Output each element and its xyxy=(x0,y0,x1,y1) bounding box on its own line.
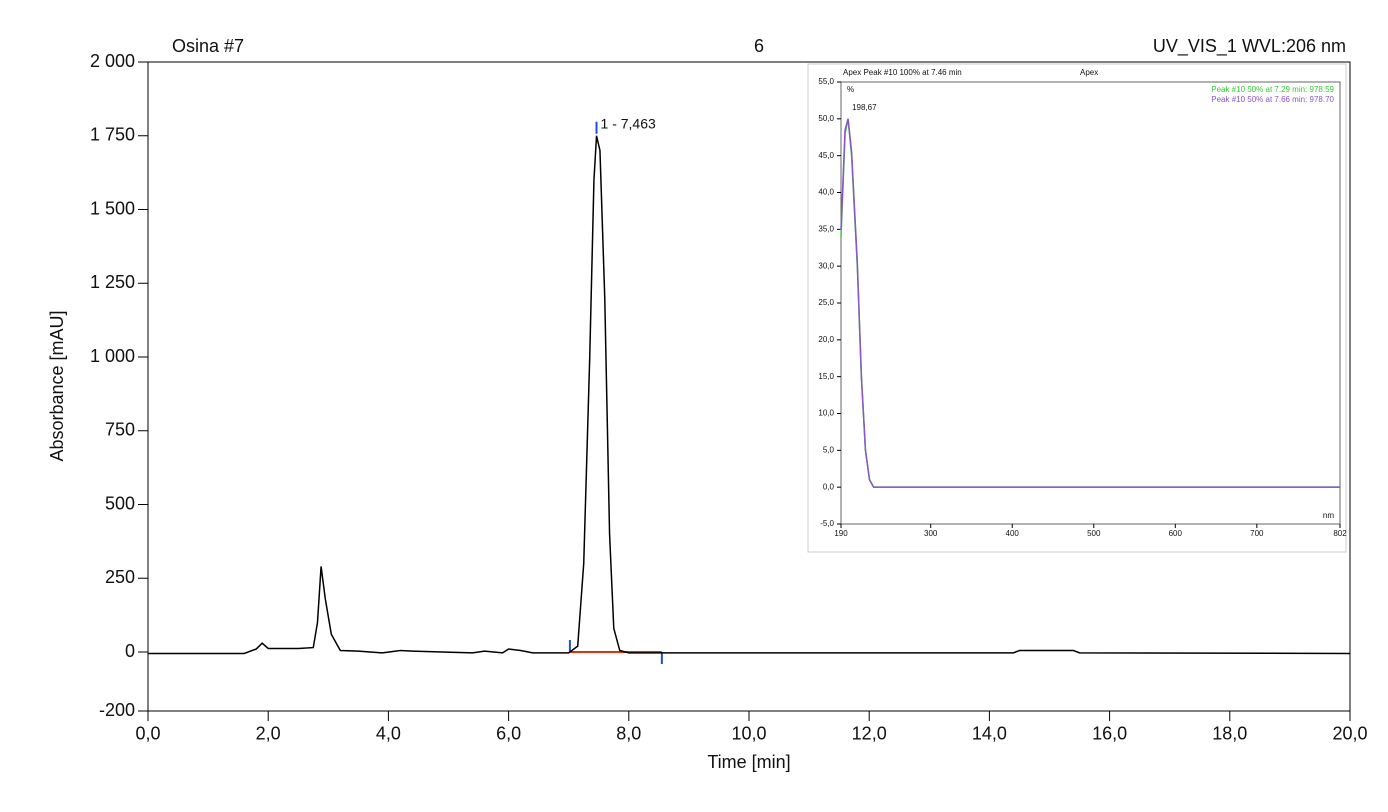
y-tick-label: 250 xyxy=(105,567,135,587)
y-tick-label: 50,0 xyxy=(818,114,834,123)
chart-title: 6 xyxy=(754,36,764,56)
y-tick-label: 500 xyxy=(105,493,135,513)
chart-title-right: UV_VIS_1 WVL:206 nm xyxy=(1153,36,1346,57)
y-tick-label: 750 xyxy=(105,420,135,440)
y-tick-label: 1 250 xyxy=(90,272,135,292)
main-chart: -200 0 250 500 750 1 000 1 250 1 500 1 750 2 000 0… xyxy=(47,36,1368,772)
x-tick-label: 190 xyxy=(834,529,848,538)
x-tick-label: 0,0 xyxy=(135,723,160,743)
y-axis-label: % xyxy=(847,85,854,94)
x-tick-label: 8,0 xyxy=(616,723,641,743)
y-tick-label: 55,0 xyxy=(818,77,834,86)
y-tick-label: -200 xyxy=(99,700,135,720)
legend-entry: Peak #10 50% at 7.66 min: 978.70 xyxy=(1211,95,1334,104)
y-tick-label: 10,0 xyxy=(818,409,834,418)
x-tick-label: 400 xyxy=(1006,529,1020,538)
y-tick-label: 0,0 xyxy=(823,482,835,491)
trace xyxy=(148,135,1351,655)
legend-entry: Peak #10 50% at 7.29 min: 978.59 xyxy=(1211,85,1334,94)
y-tick-label: -5,0 xyxy=(820,519,834,528)
y-tick-label: 2 000 xyxy=(90,51,135,71)
x-tick-label: 2,0 xyxy=(256,723,281,743)
y-tick-label: 30,0 xyxy=(818,261,834,270)
y-axis-label: Absorbance [mAU] xyxy=(47,310,67,461)
y-tick-label: 15,0 xyxy=(818,372,834,381)
y-tick-label: 1 500 xyxy=(90,198,135,218)
x-tick-label: 14,0 xyxy=(972,723,1007,743)
x-tick-label: 500 xyxy=(1087,529,1101,538)
x-tick-label: 600 xyxy=(1169,529,1183,538)
y-tick-label: 25,0 xyxy=(818,298,834,307)
x-tick-label: 16,0 xyxy=(1092,723,1127,743)
x-tick-label: 6,0 xyxy=(496,723,521,743)
x-axis-label: nm xyxy=(1323,511,1334,520)
y-tick-label: 35,0 xyxy=(818,224,834,233)
x-tick-label: 700 xyxy=(1250,529,1264,538)
inset-frame xyxy=(807,63,1347,553)
y-tick-label: 45,0 xyxy=(818,151,834,160)
x-tick-label: 4,0 xyxy=(376,723,401,743)
x-tick-label: 12,0 xyxy=(852,723,887,743)
peak-label: 1 - 7,463 xyxy=(601,115,656,131)
x-axis-label: Time [min] xyxy=(707,752,790,772)
y-tick-label: 0 xyxy=(125,641,135,661)
trace xyxy=(840,118,1340,488)
x-tick-label: 20,0 xyxy=(1332,723,1367,743)
x-tick-label: 10,0 xyxy=(731,723,766,743)
peak-label: 198,67 xyxy=(852,103,877,112)
x-tick-label: 802 xyxy=(1333,529,1347,538)
inset-chart: -5,0 0,0 5,0 10,0 15,0 20,0 25,0 30,0 35,0 40,0 45… xyxy=(818,68,1347,538)
chart-title-left: Osina #7 xyxy=(172,36,244,56)
x-tick-label: 300 xyxy=(924,529,938,538)
inset-subtitle: Apex xyxy=(1080,68,1098,77)
y-tick-label: 1 750 xyxy=(90,125,135,145)
y-tick-label: 20,0 xyxy=(818,335,834,344)
y-tick-label: 1 000 xyxy=(90,346,135,366)
y-tick-label: 40,0 xyxy=(818,188,834,197)
x-tick-label: 18,0 xyxy=(1212,723,1247,743)
inset-title: Apex Peak #10 100% at 7.46 min xyxy=(843,68,962,77)
y-tick-label: 5,0 xyxy=(823,445,835,454)
